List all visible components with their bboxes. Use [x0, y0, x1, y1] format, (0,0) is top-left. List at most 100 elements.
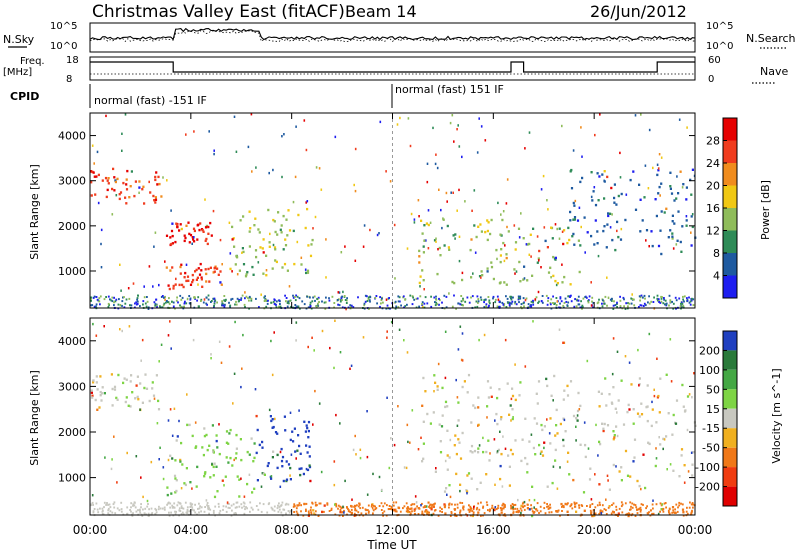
heatmap-cell — [174, 491, 177, 494]
heatmap-cell — [206, 502, 209, 504]
heatmap-cell — [515, 270, 518, 273]
heatmap-cell — [128, 196, 131, 199]
heatmap-cell — [136, 298, 138, 301]
heatmap-cell — [511, 394, 515, 398]
heatmap-cell — [186, 423, 189, 427]
heatmap-cell — [125, 298, 128, 301]
heatmap-cell — [317, 296, 320, 299]
heatmap-cell — [183, 302, 186, 305]
heatmap-cell — [457, 124, 459, 127]
heatmap-cell — [381, 488, 383, 492]
heatmap-cell — [549, 503, 551, 506]
heatmap-cell — [260, 293, 262, 296]
heatmap-cell — [283, 262, 287, 266]
heatmap-cell — [228, 221, 231, 224]
heatmap-cell — [687, 470, 690, 473]
heatmap-cell — [456, 128, 458, 131]
heatmap-cell — [376, 233, 379, 237]
heatmap-cell — [225, 441, 228, 444]
heatmap-cell — [448, 484, 451, 487]
heatmap-cell — [483, 301, 485, 304]
heatmap-cell — [306, 451, 309, 454]
heatmap-cell — [168, 297, 170, 300]
heatmap-cell — [580, 300, 582, 303]
heatmap-cell — [422, 457, 425, 460]
heatmap-cell — [502, 210, 505, 213]
heatmap-cell — [486, 405, 489, 408]
heatmap-cell — [122, 181, 125, 185]
heatmap-cell — [591, 514, 594, 518]
heatmap-cell — [543, 226, 546, 229]
heatmap-cell — [280, 504, 283, 507]
heatmap-cell — [382, 505, 385, 508]
heatmap-cell — [532, 299, 534, 302]
heatmap-cell — [454, 503, 456, 506]
heatmap-cell — [480, 125, 483, 128]
heatmap-cell — [300, 510, 302, 513]
heatmap-cell — [280, 511, 283, 514]
heatmap-cell — [113, 301, 115, 304]
heatmap-cell — [155, 509, 158, 511]
heatmap-cell — [323, 510, 325, 513]
heatmap-cell — [129, 304, 131, 307]
heatmap-cell — [531, 514, 534, 518]
heatmap-cell — [229, 304, 232, 307]
colorbar-swatch — [723, 428, 737, 448]
heatmap-cell — [484, 139, 487, 142]
heatmap-cell — [561, 281, 564, 284]
heatmap-cell — [295, 510, 298, 513]
heatmap-cell — [366, 410, 368, 413]
heatmap-cell — [90, 304, 92, 307]
heatmap-cell — [213, 152, 215, 156]
heatmap-cell — [118, 509, 121, 512]
heatmap-cell — [203, 472, 207, 475]
heatmap-cell — [150, 513, 153, 516]
heatmap-cell — [504, 244, 506, 247]
heatmap-cell — [534, 298, 537, 301]
heatmap-cell — [570, 168, 573, 172]
heatmap-cell — [486, 219, 489, 222]
heatmap-cell — [630, 505, 632, 508]
heatmap-cell — [573, 243, 576, 246]
heatmap-cell — [491, 507, 493, 510]
heatmap-cell — [480, 276, 482, 279]
heatmap-cell — [283, 508, 286, 511]
heatmap-cell — [271, 456, 274, 459]
heatmap-cell — [367, 509, 369, 512]
heatmap-cell — [258, 231, 261, 234]
heatmap-cell — [435, 240, 437, 243]
heatmap-cell — [130, 510, 132, 513]
heatmap-cell — [180, 513, 183, 515]
heatmap-cell — [97, 173, 100, 177]
heatmap-cell — [505, 283, 508, 286]
heatmap-cell — [581, 305, 584, 308]
heatmap-cell — [168, 302, 171, 305]
heatmap-cell — [613, 436, 616, 439]
heatmap-cell — [372, 504, 375, 507]
heatmap-cell — [239, 219, 242, 222]
heatmap-cell — [312, 227, 314, 230]
heatmap-cell — [408, 510, 411, 513]
heatmap-cell — [296, 449, 299, 452]
heatmap-cell — [350, 508, 353, 511]
heatmap-cell — [290, 453, 293, 456]
heatmap-cell — [678, 475, 681, 478]
heatmap-cell — [653, 394, 656, 398]
heatmap-cell — [621, 503, 624, 506]
heatmap-cell — [203, 510, 206, 513]
heatmap-cell — [508, 465, 511, 468]
heatmap-cell — [122, 296, 124, 299]
heatmap-cell — [477, 225, 480, 228]
heatmap-cell — [538, 249, 541, 253]
heatmap-cell — [371, 507, 374, 510]
heatmap-cell — [536, 509, 539, 512]
heatmap-cell — [132, 512, 134, 515]
heatmap-cell — [536, 235, 539, 238]
heatmap-cell — [420, 436, 422, 439]
heatmap-cell — [418, 255, 421, 258]
heatmap-cell — [591, 503, 594, 505]
heatmap-cell — [562, 242, 565, 246]
heatmap-cell — [434, 162, 437, 166]
heatmap-cell — [202, 230, 205, 233]
heatmap-cell — [629, 501, 632, 504]
